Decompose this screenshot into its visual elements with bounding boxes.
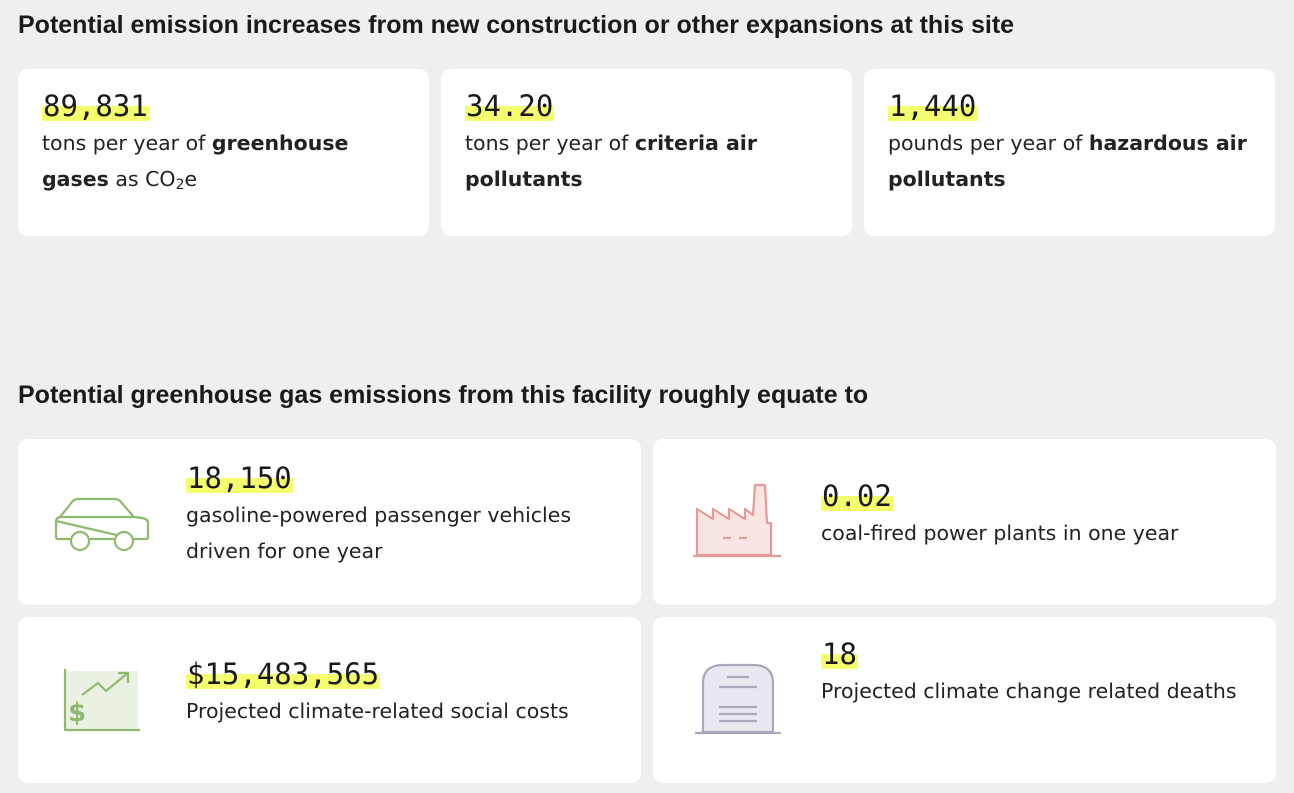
ghg-desc-subscript: 2 bbox=[175, 177, 185, 193]
deaths-text: 18 Projected climate change related deat… bbox=[821, 639, 1256, 709]
social-costs-value: $15,483,565 bbox=[186, 657, 381, 691]
car-icon bbox=[54, 497, 150, 557]
deaths-value: 18 bbox=[821, 637, 858, 671]
power-plants-description: coal-fired power plants in one year bbox=[821, 521, 1179, 545]
svg-text:$: $ bbox=[68, 698, 86, 728]
vehicles-description: gasoline-powered passenger vehicles driv… bbox=[186, 503, 572, 563]
social-costs-text: $15,483,565 Projected climate-related so… bbox=[186, 659, 621, 729]
vehicles-card: 18,150 gasoline-powered passenger vehicl… bbox=[18, 439, 641, 605]
hazardous-description: pounds per year of hazardous air polluta… bbox=[888, 125, 1251, 197]
gravestone-icon bbox=[693, 661, 783, 741]
ghg-value: 89,831 bbox=[42, 89, 149, 123]
factory-icon bbox=[693, 479, 783, 563]
ghg-desc-prefix: tons per year of bbox=[42, 131, 212, 155]
criteria-desc-prefix: tons per year of bbox=[465, 131, 635, 155]
chart-dollar-icon: $ bbox=[62, 667, 142, 737]
criteria-desc-bold: criteria air pollutants bbox=[465, 131, 757, 191]
social-costs-card: $ $15,483,565 Projected climate-related … bbox=[18, 617, 641, 783]
hazardous-desc-bold: hazardous air pollutants bbox=[888, 131, 1247, 191]
deaths-card: 18 Projected climate change related deat… bbox=[653, 617, 1276, 783]
hazardous-card: 1,440 pounds per year of hazardous air p… bbox=[864, 69, 1275, 236]
criteria-description: tons per year of criteria air pollutants bbox=[465, 125, 828, 197]
hazardous-value: 1,440 bbox=[888, 89, 978, 123]
criteria-value: 34.20 bbox=[465, 89, 555, 123]
power-plants-text: 0.02 coal-fired power plants in one year bbox=[821, 481, 1256, 551]
vehicles-text: 18,150 gasoline-powered passenger vehicl… bbox=[186, 463, 621, 569]
social-costs-description: Projected climate-related social costs bbox=[186, 699, 569, 723]
deaths-description: Projected climate change related deaths bbox=[821, 679, 1237, 703]
ghg-description: tons per year of greenhouse gases as CO2… bbox=[42, 125, 405, 197]
ghg-desc-bold: greenhouse gases bbox=[42, 131, 349, 191]
ghg-desc-as-co: as CO bbox=[108, 167, 176, 191]
ghg-desc-e: e bbox=[184, 167, 198, 191]
vehicles-value: 18,150 bbox=[186, 461, 293, 495]
criteria-card: 34.20 tons per year of criteria air poll… bbox=[441, 69, 852, 236]
power-plants-card: 0.02 coal-fired power plants in one year bbox=[653, 439, 1276, 605]
section-title-equivalents: Potential greenhouse gas emissions from … bbox=[18, 381, 869, 409]
section-title-emission-increases: Potential emission increases from new co… bbox=[18, 11, 1015, 39]
hazardous-desc-prefix: pounds per year of bbox=[888, 131, 1089, 155]
ghg-card: 89,831 tons per year of greenhouse gases… bbox=[18, 69, 429, 236]
power-plants-value: 0.02 bbox=[821, 479, 893, 513]
